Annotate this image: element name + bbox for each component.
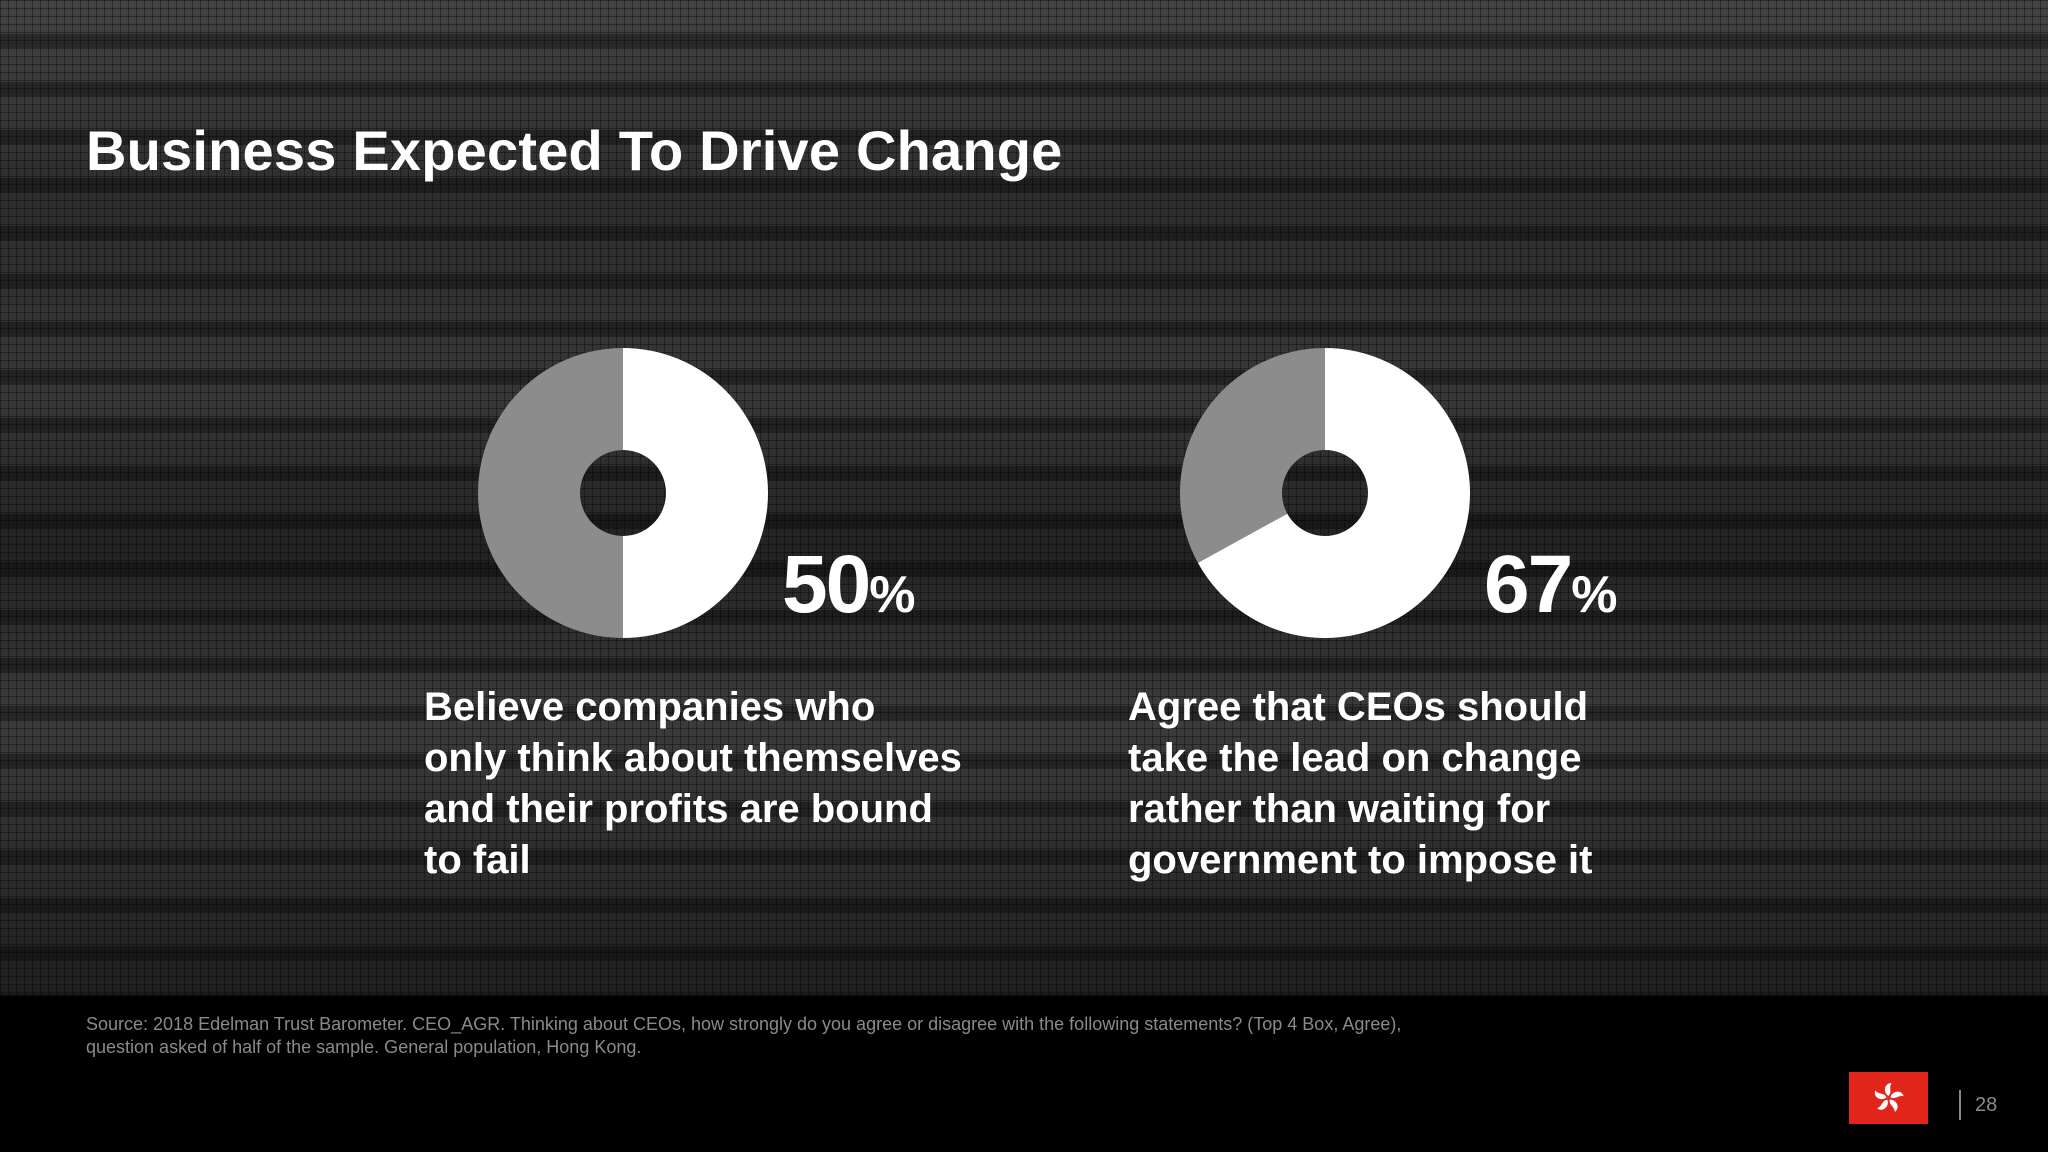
footer-bar bbox=[0, 996, 2048, 1152]
donut-2-value-slice bbox=[1197, 348, 1470, 638]
percent-label-2: 67% bbox=[1484, 538, 1617, 632]
source-note: Source: 2018 Edelman Trust Barometer. CE… bbox=[86, 1014, 1402, 1057]
background-shade bbox=[0, 0, 2048, 996]
grid-texture bbox=[0, 0, 2048, 996]
percent-unit-1: % bbox=[869, 566, 916, 624]
percent-value-1: 50 bbox=[782, 539, 871, 630]
percent-unit-2: % bbox=[1571, 566, 1618, 624]
background-image bbox=[0, 0, 2048, 996]
percent-value-2: 67 bbox=[1484, 539, 1573, 630]
description-1: Believe companies who only think about t… bbox=[424, 685, 962, 882]
donut-chart-2 bbox=[1180, 348, 1470, 638]
bauhinia-icon bbox=[1874, 1083, 1904, 1112]
donut-1-remainder-slice bbox=[478, 348, 623, 638]
hong-kong-flag-icon bbox=[1849, 1072, 1928, 1124]
footer-divider bbox=[1959, 1090, 1961, 1120]
slide-title: Business Expected To Drive Change bbox=[86, 119, 1063, 182]
donut-chart-1 bbox=[478, 348, 768, 638]
donut-chart-2-svg bbox=[1180, 348, 1470, 638]
donut-2-remainder-slice bbox=[1180, 348, 1325, 563]
percent-label-1: 50% bbox=[782, 538, 915, 632]
page-number: 28 bbox=[1975, 1094, 1998, 1116]
donut-chart-1-svg bbox=[478, 348, 768, 638]
donut-1-value-slice bbox=[623, 348, 768, 638]
description-2: Agree that CEOs should take the lead on … bbox=[1128, 685, 1593, 882]
